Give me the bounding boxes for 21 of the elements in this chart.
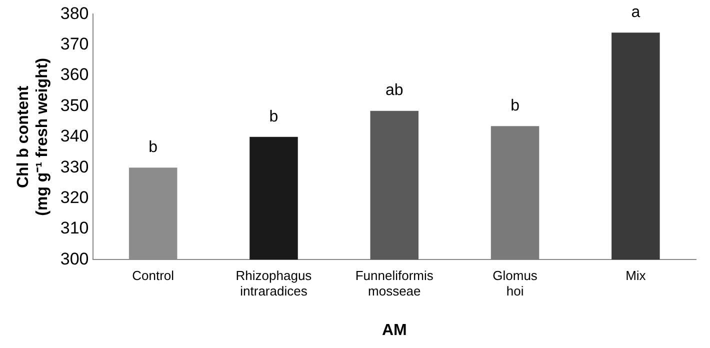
x-tick-label: Mix <box>626 268 646 283</box>
y-tick-label: 310 <box>60 218 89 238</box>
x-tick-label: Glomus hoi <box>492 268 538 299</box>
y-tick-label: 360 <box>60 65 89 84</box>
x-axis-title: AM <box>382 322 407 339</box>
y-tick-label: 380 <box>60 4 89 23</box>
annotation: b <box>148 138 158 156</box>
annotation: b <box>510 98 520 115</box>
y-tick-label: 350 <box>60 96 89 115</box>
y-tick-label: 300 <box>60 249 89 268</box>
annotation: b <box>269 108 278 126</box>
annotation: a <box>631 4 640 22</box>
y-tick-label: 340 <box>60 126 89 146</box>
y-tick-label: 370 <box>60 34 89 54</box>
x-tick-label: Funneliformis mosseae <box>355 268 434 299</box>
y-tick-label: 330 <box>60 157 89 176</box>
y-tick-label: 320 <box>60 188 89 207</box>
x-tick-label: Control <box>132 268 174 283</box>
y-axis-title: Chl b content (mg g⁻¹ fresh weight) <box>15 58 52 216</box>
x-tick-label: Rhizophagus intraradices <box>236 268 312 299</box>
annotation: ab <box>385 82 404 100</box>
